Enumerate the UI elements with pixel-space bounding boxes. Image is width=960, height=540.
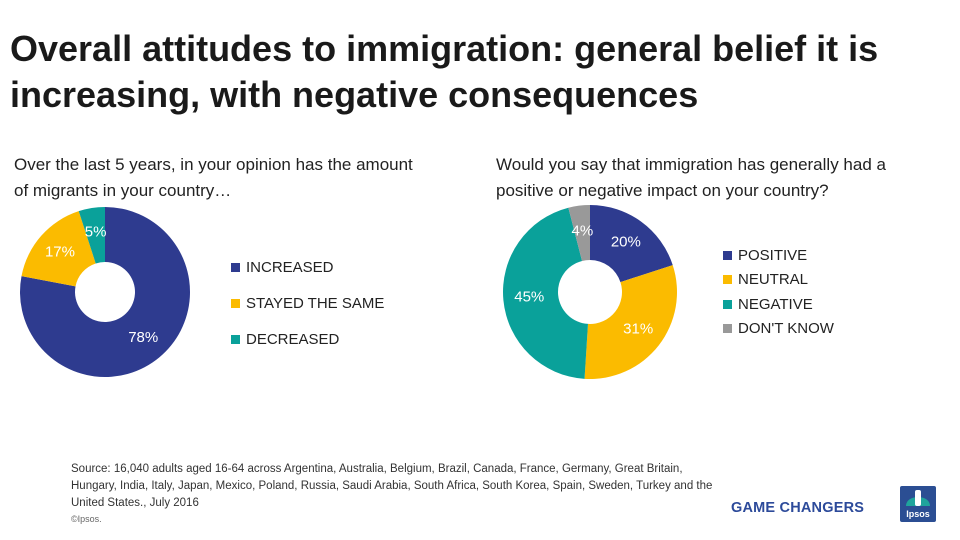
ipsos-logo: Ipsos — [900, 486, 936, 522]
chart1-legend-item-increased: INCREASED — [231, 249, 384, 285]
chart1-label-stayed-the-same: 17% — [45, 243, 75, 260]
chart2-donut: 20% 31% 45% 4% — [503, 205, 677, 379]
chart1-label-decreased: 5% — [85, 224, 107, 241]
ipsos-logo-icon — [906, 490, 930, 506]
chart1-slice-stayed-the-same — [21, 211, 96, 287]
chart1-legend-label: STAYED THE SAME — [246, 294, 385, 312]
chart2-label-neutral: 31% — [623, 320, 653, 337]
chart1-legend-label: DECREASED — [246, 330, 340, 348]
logo-text: Ipsos — [906, 509, 930, 519]
chart2-legend-label: POSITIVE — [738, 246, 808, 264]
chart2-slice-don-t-know — [568, 205, 590, 262]
chart2-label-don-t-know: 4% — [572, 222, 594, 239]
chart1-legend-swatch — [231, 334, 240, 344]
chart2-legend-label: DON'T KNOW — [738, 320, 834, 338]
chart1-legend-item-stayed-the-same: STAYED THE SAME — [231, 285, 384, 321]
chart2-legend-swatch — [723, 299, 732, 309]
source-note: Source: 16,040 adults aged 16-64 across … — [71, 463, 713, 509]
chart1-legend: INCREASED STAYED THE SAME DECREASED — [231, 249, 384, 357]
chart2-legend-swatch — [723, 275, 732, 285]
copyright: ©Ipsos. — [71, 514, 102, 524]
chart1-slice-decreased — [78, 207, 105, 264]
chart2-label-positive: 20% — [611, 234, 641, 251]
chart2-legend-item-neutral: NEUTRAL — [723, 268, 834, 293]
chart2-legend: POSITIVE NEUTRAL NEGATIVE DON'T KNOW — [723, 243, 834, 341]
chart2-legend-swatch — [723, 324, 732, 334]
chart2-slice-neutral — [584, 265, 677, 379]
chart2-question: Would you say that immigration has gener… — [496, 155, 886, 200]
chart1-legend-swatch — [231, 262, 240, 272]
chart1-legend-item-decreased: DECREASED — [231, 321, 384, 357]
chart1-legend-label: INCREASED — [246, 258, 334, 276]
chart1-legend-swatch — [231, 298, 240, 308]
chart1-label-increased: 78% — [128, 329, 158, 346]
chart1-question: Over the last 5 years, in your opinion h… — [14, 155, 413, 200]
tagline: GAME CHANGERS — [731, 500, 865, 516]
page-title: Overall attitudes to immigration: genera… — [10, 28, 879, 115]
chart2-slice-negative — [503, 207, 588, 379]
chart2-legend-item-positive: POSITIVE — [723, 243, 834, 268]
chart1-slice-increased — [20, 207, 191, 377]
chart2-legend-item-don-t-know: DON'T KNOW — [723, 317, 834, 342]
chart2-legend-label: NEGATIVE — [738, 295, 813, 313]
chart2-legend-swatch — [723, 250, 732, 260]
chart2-slice-positive — [590, 205, 673, 283]
chart2-legend-item-negative: NEGATIVE — [723, 292, 834, 317]
chart2-label-negative: 45% — [514, 289, 544, 306]
chart2-legend-label: NEUTRAL — [738, 271, 809, 289]
chart1-donut: 78% 17% 5% — [20, 207, 191, 377]
